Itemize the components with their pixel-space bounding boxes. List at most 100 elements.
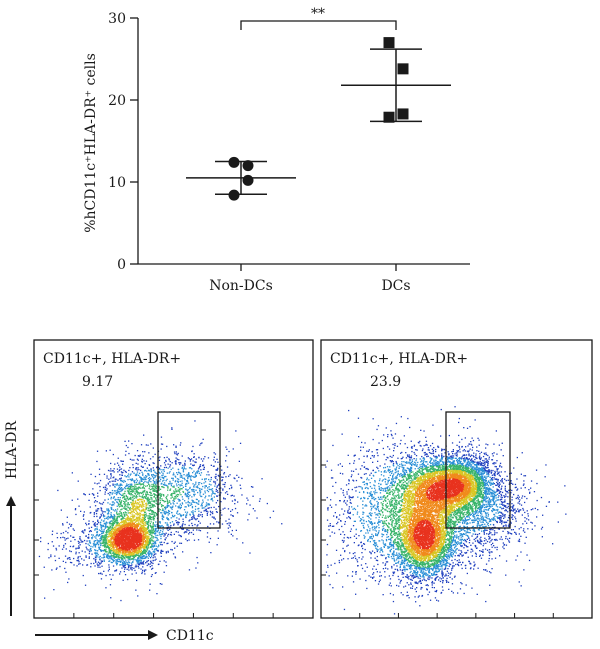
event-dot xyxy=(187,492,189,495)
event-dot xyxy=(125,450,127,452)
event-dot xyxy=(129,517,131,519)
event-dot xyxy=(129,484,131,486)
event-dot xyxy=(51,569,53,571)
event-dot xyxy=(142,539,144,541)
event-dot xyxy=(113,559,115,562)
event-dot xyxy=(43,566,45,568)
event-dot xyxy=(131,513,133,515)
event-dot xyxy=(143,525,145,527)
event-dot xyxy=(145,557,147,559)
event-dot xyxy=(135,513,137,515)
event-dot xyxy=(96,528,98,530)
event-dot xyxy=(108,534,110,536)
event-dot xyxy=(143,523,145,525)
event-dot xyxy=(196,556,198,559)
event-dot xyxy=(64,539,66,541)
event-dot xyxy=(137,519,140,521)
event-dot xyxy=(160,555,162,557)
event-dot xyxy=(67,527,70,529)
event-dot xyxy=(135,530,137,532)
event-dot xyxy=(209,488,211,491)
event-dot xyxy=(140,479,142,481)
event-dot xyxy=(191,506,194,508)
event-dot xyxy=(95,560,97,562)
event-dot xyxy=(128,504,130,506)
event-dot xyxy=(171,428,173,430)
event-dot xyxy=(114,526,116,528)
event-dot xyxy=(191,518,194,520)
event-dot xyxy=(57,489,59,492)
event-dot xyxy=(167,551,169,553)
event-dot xyxy=(179,513,181,515)
event-dot xyxy=(230,514,232,516)
event-dot xyxy=(130,562,133,564)
event-dot xyxy=(131,520,133,522)
event-dot xyxy=(147,482,150,484)
event-dot xyxy=(124,543,127,545)
event-dot xyxy=(181,524,184,526)
event-dot xyxy=(218,484,220,486)
event-dot xyxy=(156,593,158,595)
event-dot xyxy=(124,557,126,559)
event-dot xyxy=(131,564,133,566)
event-dot xyxy=(65,538,68,540)
event-dot xyxy=(147,560,150,562)
event-dot xyxy=(93,540,95,542)
event-dot xyxy=(137,467,139,469)
event-dot xyxy=(140,514,142,516)
event-dot xyxy=(141,563,143,565)
event-dot xyxy=(118,529,120,531)
event-dot xyxy=(153,544,155,546)
event-dot xyxy=(192,464,194,467)
event-dot xyxy=(234,499,236,502)
event-dot xyxy=(100,509,103,511)
event-dot xyxy=(152,528,155,530)
event-dot xyxy=(128,547,131,549)
event-dot xyxy=(104,545,106,547)
event-dot xyxy=(196,470,198,473)
event-dot xyxy=(105,534,108,536)
event-dot xyxy=(120,560,122,563)
event-dot xyxy=(162,518,164,521)
event-dot xyxy=(181,503,184,505)
event-dot xyxy=(110,543,112,545)
event-dot xyxy=(143,501,145,503)
event-dot xyxy=(113,548,115,551)
event-dot xyxy=(139,543,142,545)
event-dot xyxy=(109,584,112,586)
event-dot xyxy=(102,486,105,489)
event-dot xyxy=(155,479,157,481)
event-dot xyxy=(109,522,112,524)
event-dot xyxy=(143,557,146,559)
event-dot xyxy=(136,538,139,540)
event-dot xyxy=(163,501,165,503)
event-dot xyxy=(142,451,144,453)
event-dot xyxy=(199,465,201,468)
event-dot xyxy=(163,510,165,512)
event-dot xyxy=(154,572,156,574)
event-dot xyxy=(127,562,129,564)
event-dot xyxy=(107,527,110,529)
event-dot xyxy=(136,469,138,471)
event-dot xyxy=(177,490,179,492)
event-dot xyxy=(130,490,132,493)
event-dot xyxy=(199,465,202,468)
event-dot xyxy=(127,512,129,514)
event-dot xyxy=(242,542,244,544)
event-dot xyxy=(125,444,127,447)
event-dot xyxy=(122,488,124,490)
event-dot xyxy=(156,466,158,469)
event-dot xyxy=(135,503,138,505)
event-dot xyxy=(139,556,141,558)
event-dot xyxy=(97,550,99,552)
event-dot xyxy=(181,480,183,482)
event-dot xyxy=(148,554,150,556)
event-dot xyxy=(136,526,138,528)
event-dot xyxy=(137,488,139,490)
event-dot xyxy=(138,535,141,537)
event-dot xyxy=(238,460,240,462)
event-dot xyxy=(120,468,123,470)
event-dot xyxy=(149,589,151,591)
event-dot xyxy=(94,528,96,530)
event-dot xyxy=(99,542,101,544)
